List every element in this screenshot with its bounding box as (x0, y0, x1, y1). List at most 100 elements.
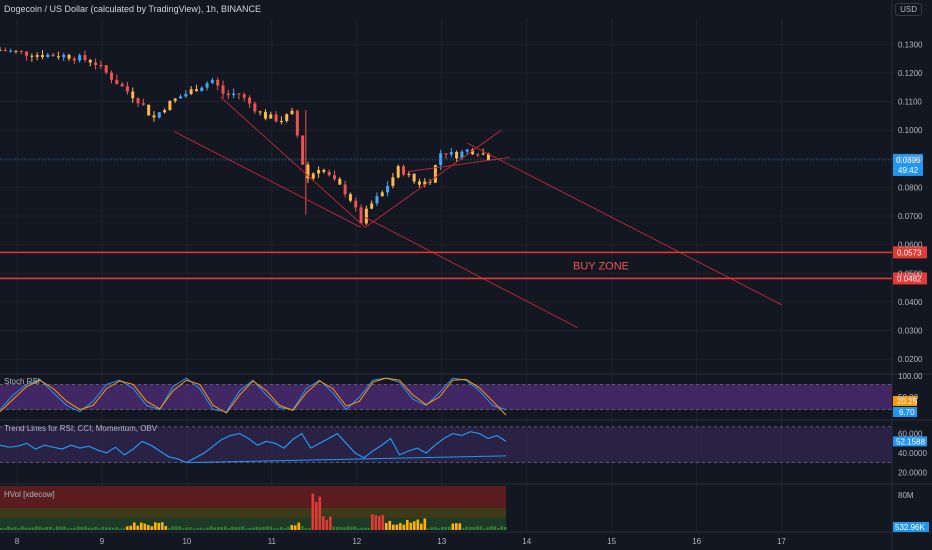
buy-zone-annotation: BUY ZONE (573, 260, 629, 272)
x-tick-label: 14 (522, 537, 531, 546)
candle-body (248, 97, 252, 104)
candle-body (476, 154, 480, 156)
currency-badge[interactable]: USD (895, 3, 922, 16)
hvol-bar (276, 528, 280, 530)
candle-body (391, 177, 395, 186)
hvol-bar (101, 526, 105, 530)
hvol-bar (399, 523, 402, 530)
candle-body (72, 58, 76, 61)
hvol-bar (77, 526, 80, 530)
x-tick-label: 11 (268, 537, 277, 546)
stoch-y-tick: 50.00 (898, 393, 919, 402)
hvol-bar (472, 526, 476, 530)
hvol-badge-label: 532.96K (895, 523, 925, 532)
trend-line (407, 156, 510, 173)
candle-body (306, 164, 310, 179)
candle-body (354, 200, 358, 208)
x-tick-label: 17 (777, 537, 786, 546)
hvol-bar (259, 527, 262, 530)
hvol-bar (133, 522, 136, 530)
hvol-bar (493, 526, 497, 530)
hvol-label: HVol [xdecow] (4, 490, 55, 499)
level-badge-label: 0.0573 (897, 248, 922, 257)
candle-body (141, 103, 145, 105)
candle-body (131, 91, 135, 99)
y-tick-label: 0.1100 (898, 98, 922, 107)
candle-body (232, 93, 236, 96)
hvol-bar (357, 528, 360, 530)
hvol-bar (497, 528, 500, 530)
level-badge (893, 272, 927, 285)
y-tick-label: 0.0300 (898, 327, 923, 336)
stoch-series-line (0, 377, 507, 416)
candle-body (152, 115, 156, 118)
hvol-bar (164, 525, 168, 530)
hvol-bar (364, 527, 367, 530)
hvol-bar (105, 527, 108, 530)
hvol-bar (206, 527, 210, 530)
x-tick-label: 10 (182, 537, 191, 546)
hvol-bar (45, 527, 49, 530)
candle-body (317, 170, 321, 174)
candle-body (3, 50, 7, 52)
hvol-bar (42, 527, 45, 530)
hvol-bar (178, 526, 182, 530)
hvol-bar (437, 528, 441, 530)
candle-body (338, 179, 342, 185)
candle-body (439, 153, 443, 166)
candle-body (460, 151, 464, 159)
hvol-pane: 532.96K (0, 493, 929, 532)
hvol-bar (248, 527, 252, 530)
candle-body (444, 153, 448, 155)
candle-body (263, 111, 267, 119)
stoch-badge-d-label: 20.25 (897, 397, 918, 406)
hvol-bar (115, 527, 119, 530)
hvol-bar (196, 528, 199, 530)
hvol-bar (479, 526, 483, 530)
hvol-band-mid (0, 508, 506, 518)
hvol-bar (388, 520, 392, 530)
hvol-bar (231, 526, 234, 530)
hvol-bar (31, 527, 35, 530)
hvol-bar (185, 527, 189, 530)
countdown-label: 49:42 (898, 166, 919, 175)
candle-body (333, 175, 336, 180)
hvol-bar (420, 523, 423, 530)
hvol-bar (238, 526, 241, 530)
hvol-bar (66, 528, 70, 530)
candle-body (279, 120, 283, 122)
candle-body (194, 89, 198, 92)
stoch-badge-k (893, 407, 917, 417)
candle-body (295, 110, 299, 136)
hvol-bar (301, 526, 304, 530)
candle-body (364, 208, 368, 224)
x-tick-label: 16 (692, 537, 701, 546)
trend-line (467, 142, 782, 306)
candle-body (269, 114, 273, 119)
hvol-bar (21, 526, 24, 530)
hvol-bar (136, 525, 140, 530)
hvol-bar (38, 526, 42, 530)
candle-body (30, 55, 34, 57)
hvol-bar (140, 522, 143, 530)
candle-body (46, 54, 50, 58)
trend-line (365, 217, 578, 329)
candle-body (120, 84, 124, 87)
hvol-bar (171, 526, 175, 530)
hvol-bar (59, 526, 63, 530)
hvol-bar (126, 526, 129, 530)
hvol-bar (203, 528, 206, 530)
hvol-bar (402, 524, 406, 530)
hvol-bar (17, 528, 21, 530)
candle-body (157, 112, 161, 118)
level-badge-label: 0.0482 (897, 274, 922, 283)
hvol-bar (451, 523, 455, 530)
hvol-bar (311, 493, 315, 530)
stoch-badge-k-label: 6.70 (899, 408, 915, 417)
trendlines-label: Trend Lines for RSI, CCI, Momentum, OBV (4, 424, 158, 433)
candle-body (380, 192, 384, 197)
hvol-bar (73, 527, 77, 530)
hvol-bar (371, 514, 374, 530)
